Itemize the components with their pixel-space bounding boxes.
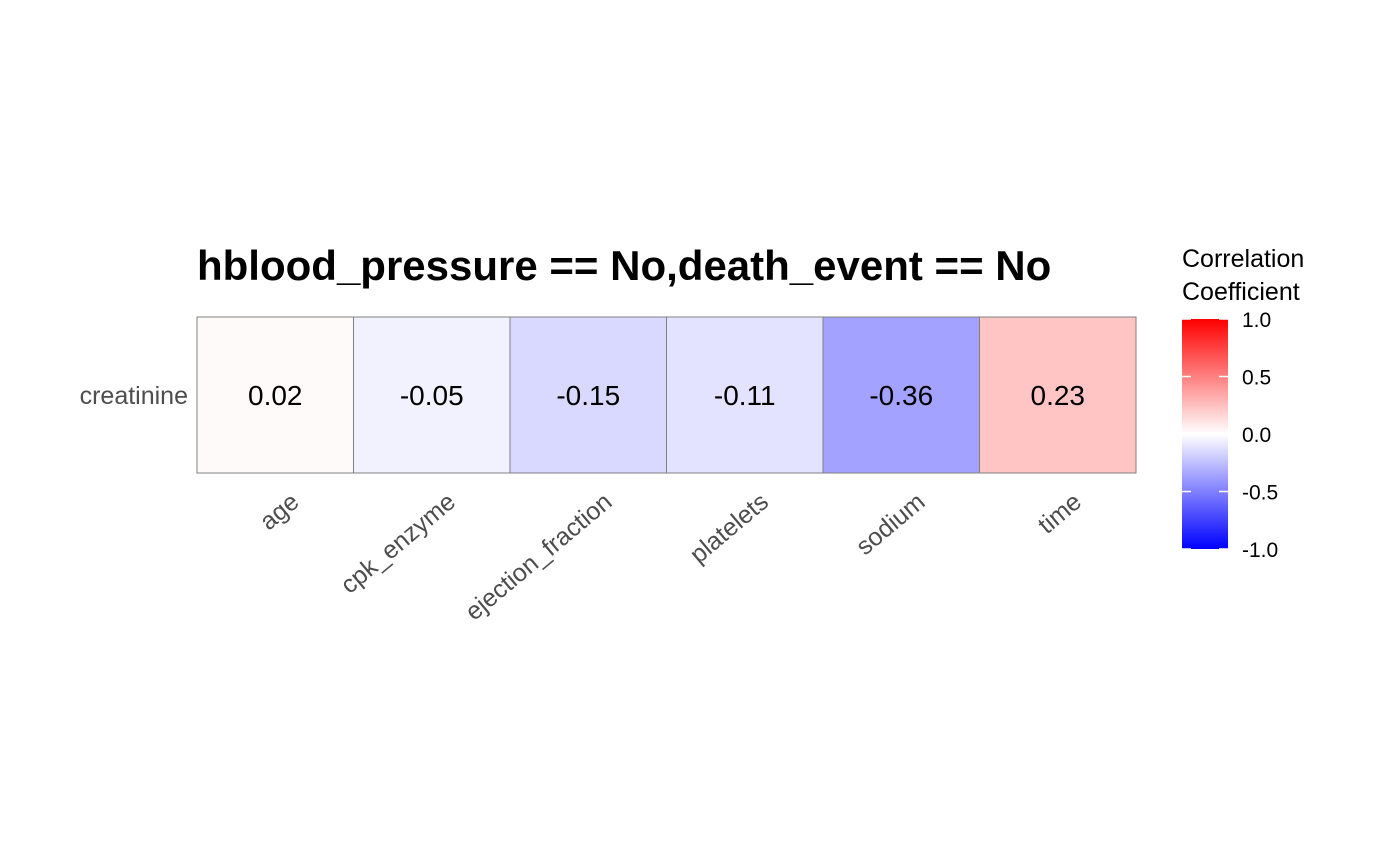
heatmap-cells [196, 316, 1137, 474]
heatmap-cell-labels: 0.02 -0.05 -0.15 -0.11 -0.36 0.23 [248, 380, 1085, 411]
x-tick-label-time: time [1033, 488, 1087, 540]
legend-tick-label: 0.5 [1242, 367, 1271, 390]
y-axis: creatinine [80, 382, 188, 410]
cell-value-label-platelets: -0.11 [714, 380, 776, 411]
legend-tick-label: 1.0 [1242, 309, 1271, 332]
legend-ticks: 1.0 0.5 0.0 -0.5 -1.0 [1182, 309, 1278, 562]
heatmap-cell-sodium [822, 316, 980, 474]
heatmap-cell-platelets [666, 316, 824, 474]
x-tick-label-cpk_enzyme: cpk_enzyme [335, 488, 461, 600]
heatmap-cell-ejection_fraction [509, 316, 667, 474]
legend-tick-label: -0.5 [1242, 482, 1278, 505]
heatmap-cell-age [196, 316, 354, 474]
x-tick-label-sodium: sodium [851, 488, 931, 561]
chart-title: hblood_pressure == No,death_event == No [197, 242, 1051, 289]
color-legend: Correlation Coefficient 1.0 0.5 0.0 -0.5 -1.… [1182, 245, 1304, 562]
x-tick-label-age: age [254, 488, 304, 536]
x-axis: age cpk_enzyme ejection_fraction platelets s… [254, 488, 1086, 626]
cell-value-label-ejection_fraction: -0.15 [556, 380, 620, 411]
cell-value-label-age: 0.02 [248, 380, 303, 411]
x-tick-label-platelets: platelets [685, 488, 774, 569]
x-tick-label-ejection_fraction: ejection_fraction [460, 488, 617, 626]
heatmap-cell-time [979, 316, 1137, 474]
cell-value-label-cpk_enzyme: -0.05 [400, 380, 464, 411]
legend-title-line-2: Coefficient [1182, 278, 1300, 306]
cell-value-label-time: 0.23 [1031, 380, 1086, 411]
legend-title-line-1: Correlation [1182, 245, 1304, 273]
y-tick-label-creatinine: creatinine [80, 382, 188, 410]
heatmap-cell-cpk_enzyme [353, 316, 511, 474]
cell-value-label-sodium: -0.36 [869, 380, 933, 411]
legend-tick-label: -1.0 [1242, 539, 1278, 562]
legend-tick-label: 0.0 [1242, 424, 1271, 447]
